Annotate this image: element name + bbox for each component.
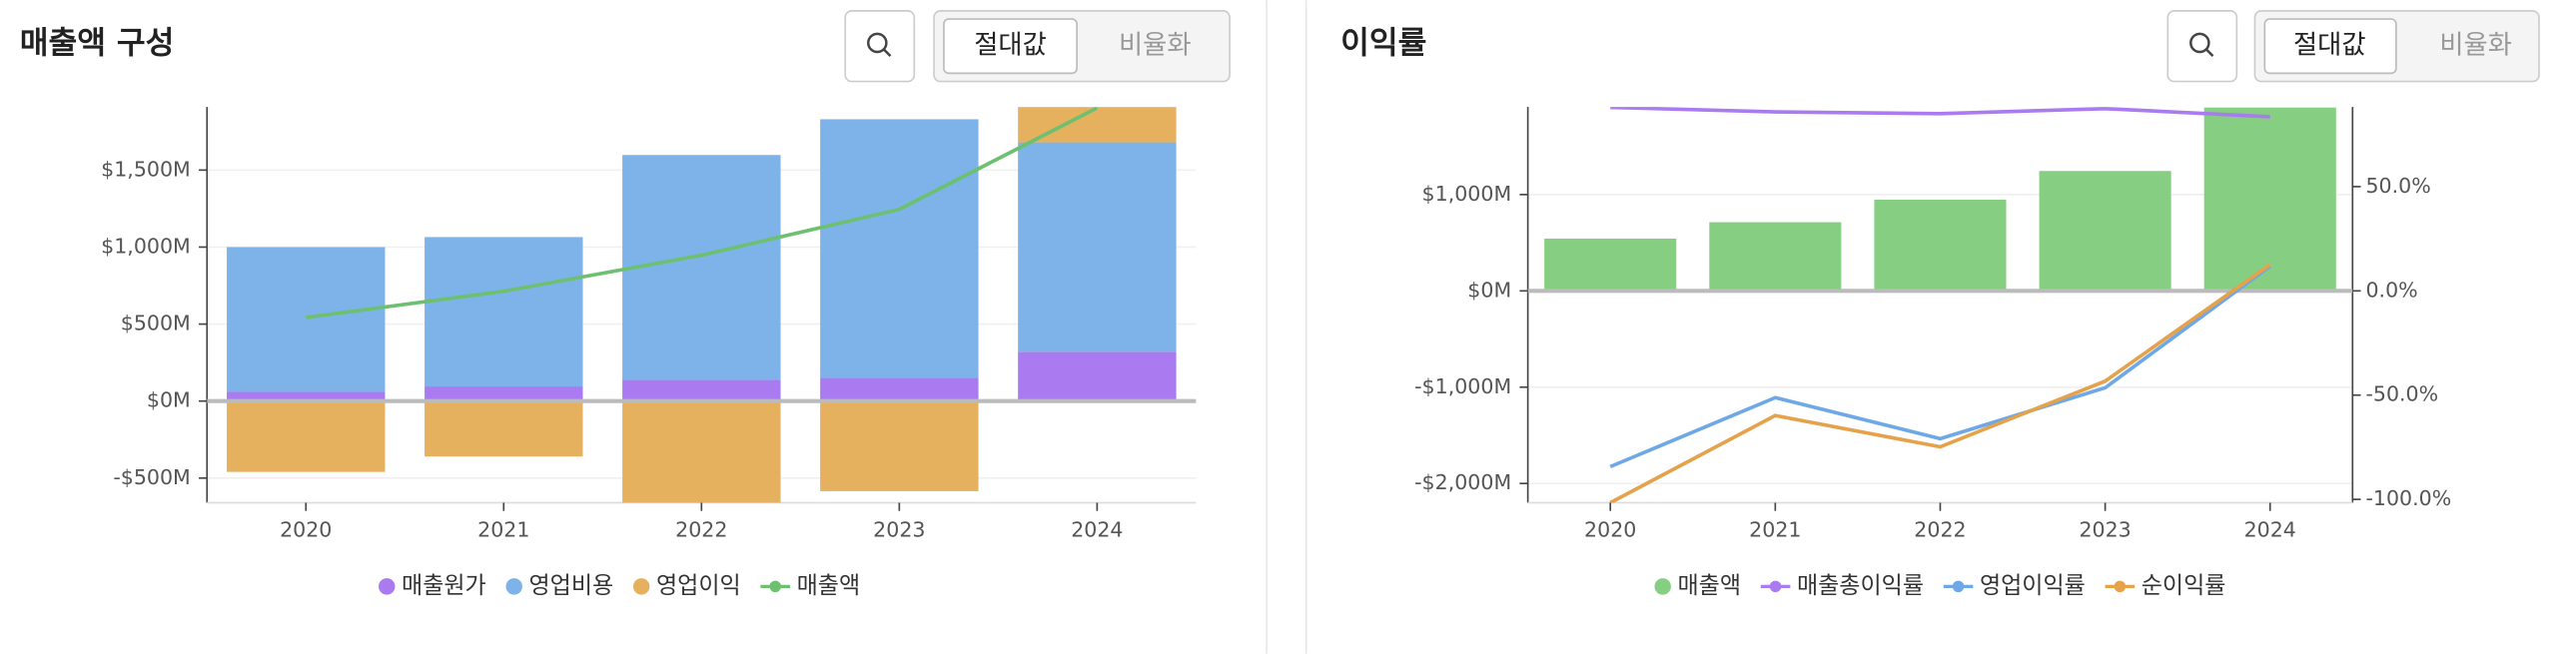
line [1610,107,2270,119]
search-button[interactable] [2166,10,2238,83]
plot-area [207,107,1197,503]
bar [1874,199,2007,292]
bar [2203,107,2336,292]
bar [1018,142,1177,352]
y-tick-label: -$500M [113,465,190,489]
x-tick-label: 2024 [2244,517,2296,541]
bar [622,400,781,503]
legend-label: 순이익률 [2142,573,2226,599]
bar [820,400,979,491]
legend-item: 영업이익률 [1943,573,2086,599]
plot-area [1527,107,2353,503]
x-tick-label: 2020 [280,517,332,541]
panel-title: 매출액 구성 [20,26,175,62]
legend: 매출원가 영업비용 영업이익 매출액 [379,573,860,599]
legend-item: 매출액 [760,573,860,599]
x-tick-label: 2023 [2079,517,2131,541]
bar [622,155,781,380]
legend-dot [769,580,781,593]
bar [227,247,386,392]
y-tick-label: $0M [147,388,191,412]
legend-item: 매출액 [1654,573,1741,599]
legend-label: 영업이익률 [1980,573,2086,599]
legend-label: 매출원가 [402,573,486,599]
line [306,107,1099,320]
bar [425,386,583,401]
panel-title: 이익률 [1340,26,1426,62]
toggle-option[interactable]: 비율화 [2439,31,2512,61]
bar [227,400,386,472]
y2-tick-label: -100.0% [2365,486,2451,510]
bar [227,391,386,401]
legend-dot [2114,580,2127,593]
y-tick-label: $1,500M [101,157,191,181]
legend-dot [1952,580,1965,593]
y-tick-label: $500M [121,312,191,335]
y2-tick-label: -50.0% [2365,382,2438,406]
toggle-option[interactable]: 절대값 [2293,31,2366,61]
x-tick-label: 2023 [873,517,925,541]
bar [622,379,781,401]
y2-tick-label: 0.0% [2365,278,2417,302]
x-tick-label: 2022 [675,517,727,541]
legend-dot [379,578,396,595]
y-tick-label: $1,000M [1422,182,1512,206]
bar [1544,238,1677,292]
toggle-selected[interactable] [2263,18,2397,75]
x-tick-label: 2024 [1071,517,1123,541]
legend-item: 매출원가 [379,573,486,599]
bar [820,377,979,401]
y-tick-label: -$2,000M [1414,470,1511,494]
legend-dot [505,578,522,595]
search-button[interactable] [844,10,916,83]
x-tick-label: 2020 [1584,517,1636,541]
legend-label: 영업비용 [529,573,614,599]
bar [425,400,583,457]
legend: 매출액 매출총이익률 영업이익률 순이익률 [1654,573,2225,599]
legend-dot [632,578,650,595]
legend-item: 매출총이익률 [1760,573,1924,599]
legend-item: 순이익률 [2105,573,2226,599]
legend-label: 매출액 [1678,573,1742,599]
y-tick-label: -$1,000M [1414,374,1511,398]
legend-dot [1654,578,1671,595]
legend-item: 영업비용 [505,573,613,599]
bar [1709,222,1842,292]
legend-label: 영업이익 [656,573,741,599]
x-tick-label: 2021 [1749,517,1801,541]
legend-item: 영업이익 [632,573,741,599]
bar [2039,171,2171,292]
legend-label: 매출액 [797,573,861,599]
line [1609,265,2271,469]
x-tick-label: 2022 [1914,517,1966,541]
y2-tick-label: 50.0% [2365,174,2430,198]
toggle-option[interactable]: 비율화 [1119,31,1192,61]
toggle-option[interactable]: 절대값 [974,31,1047,61]
bar [820,119,979,378]
bar [1018,351,1177,401]
legend-dot [1769,580,1782,593]
line [1609,263,2271,503]
legend-label: 매출총이익률 [1797,573,1924,599]
x-tick-label: 2021 [477,517,529,541]
y-tick-label: $1,000M [101,234,191,258]
y-tick-label: $0M [1467,278,1511,302]
toggle-selected[interactable] [943,18,1078,75]
bar [425,237,583,387]
